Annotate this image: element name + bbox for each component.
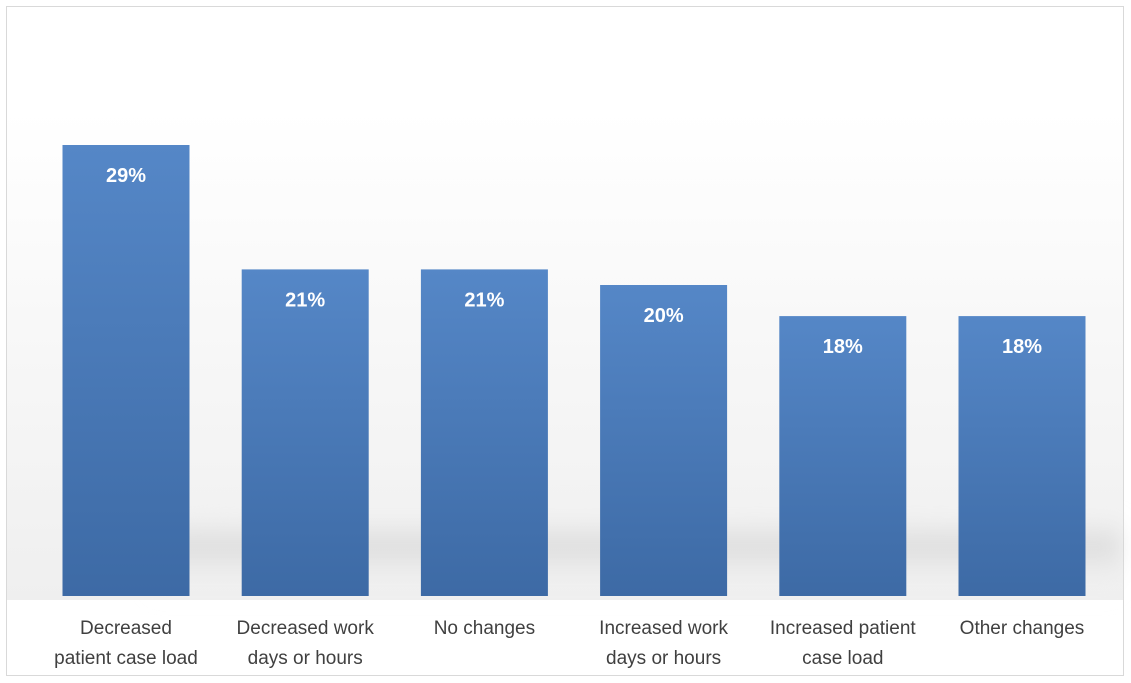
category-label-2: Decreased work days or hours (237, 618, 375, 669)
bar-3 (420, 269, 548, 596)
bar-2 (241, 269, 369, 596)
category-labels-group: Decreased patient case load Decreased work… (54, 618, 1084, 669)
data-labels-group: 29% 21% 21% 20% 18% 18% (106, 165, 1042, 358)
bar-4 (600, 285, 728, 596)
category-label-1: Decreased patient case load (54, 618, 198, 669)
bar-1 (62, 145, 190, 596)
bars-group (62, 145, 1086, 596)
bar-5 (779, 316, 907, 596)
category-label-6: Other changes (960, 618, 1085, 639)
data-label-2: 21% (285, 289, 325, 311)
data-label-6: 18% (1002, 336, 1042, 358)
data-label-3: 21% (464, 289, 504, 311)
category-label-3: No changes (434, 618, 535, 639)
data-label-5: 18% (823, 336, 863, 358)
category-label-4: Increased work days or hours (599, 618, 728, 669)
bar-6 (958, 316, 1086, 596)
category-label-5: Increased patient case load (770, 618, 916, 669)
data-label-4: 20% (644, 305, 684, 327)
data-label-1: 29% (106, 165, 146, 187)
